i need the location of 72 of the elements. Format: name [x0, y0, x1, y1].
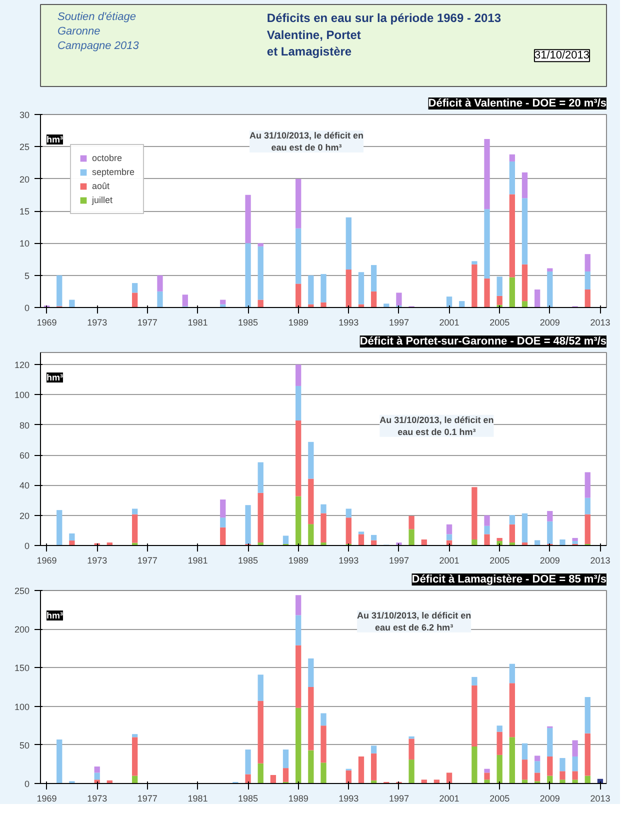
x-tick-label: 1973	[87, 556, 108, 566]
y-tick-label: 40	[19, 480, 30, 491]
annotation: Au 31/10/2013, le déficit en eau est de 0.1 hm³	[380, 414, 494, 437]
legend-label: juillet	[92, 195, 113, 205]
x-tick-label: 1981	[188, 556, 208, 566]
y-tick-label: 150	[14, 663, 30, 674]
y-tick-label: 20	[19, 174, 30, 184]
x-tick-label: 2013	[590, 794, 610, 804]
y-tick-label: 250	[14, 586, 30, 596]
x-tick-label: 1977	[137, 556, 158, 566]
x-tick-label: 1993	[338, 318, 359, 328]
chart-title: Déficit à Valentine - DOE = 20 m³/s	[428, 98, 606, 110]
legend-label: octobre	[92, 153, 122, 163]
y-tick-label: 100	[14, 390, 30, 400]
annotation: Au 31/10/2013, le déficit en eau est de 6.2 hm³	[357, 610, 472, 632]
y-tick-label: 50	[19, 740, 30, 750]
x-tick-label: 2005	[490, 794, 510, 804]
legend-label: septembre	[92, 167, 135, 177]
x-tick-label: 1985	[238, 794, 258, 804]
y-tick-label: 100	[14, 702, 30, 712]
y-tick-label: 60	[19, 450, 30, 461]
text: Soutien d'étiage Garonne Campagne 2013	[57, 11, 140, 52]
x-tick-label: 1977	[137, 318, 158, 328]
x-tick-label: 2009	[540, 318, 560, 328]
x-tick-label: 1997	[388, 318, 409, 328]
legend-label: août	[92, 181, 111, 191]
y-tick-label: 5	[24, 270, 30, 281]
x-tick-label: 2005	[490, 318, 510, 328]
x-tick-label: 2009	[540, 794, 560, 804]
x-tick-label: 1985	[238, 318, 258, 328]
x-tick-label: 1985	[238, 556, 258, 566]
annotation: hm³	[46, 134, 63, 144]
x-tick-label: 1969	[36, 794, 57, 804]
x-tick-label: 1969	[36, 556, 57, 566]
x-tick-label: 1977	[137, 794, 158, 804]
text: 31/10/2013	[534, 50, 590, 62]
x-tick-label: 1997	[388, 556, 409, 566]
x-tick-label: 2013	[590, 556, 610, 566]
annotation: hm³	[46, 372, 63, 382]
x-tick-label: 1989	[288, 794, 308, 804]
x-tick-label: 1981	[188, 794, 208, 804]
x-tick-label: 1973	[87, 794, 108, 804]
x-tick-label: 1981	[188, 318, 208, 328]
y-tick-label: 25	[19, 142, 30, 152]
y-tick-label: 0	[24, 541, 30, 551]
annotation: hm³	[46, 610, 63, 620]
chart-title: Déficit à Lamagistère - DOE = 85 m³/s	[412, 574, 607, 586]
text: Déficits en eau sur la période 1969 - 2013 Valentine, Portet et Lamagistère	[266, 11, 502, 59]
y-tick-label: 20	[19, 510, 30, 521]
y-tick-label: 10	[19, 238, 30, 249]
x-tick-label: 2001	[439, 794, 460, 804]
x-tick-label: 1969	[36, 318, 57, 328]
y-tick-label: 200	[14, 624, 30, 635]
y-tick-label: 120	[14, 360, 30, 370]
x-tick-label: 2013	[590, 318, 610, 328]
x-tick-label: 1989	[288, 318, 308, 328]
y-tick-label: 80	[19, 420, 30, 430]
x-tick-label: 1997	[388, 794, 409, 804]
x-tick-label: 2001	[439, 318, 460, 328]
y-tick-label: 0	[24, 303, 30, 313]
x-tick-label: 1993	[338, 794, 359, 804]
x-tick-label: 1973	[87, 318, 108, 328]
annotation: Au 31/10/2013, le déficit en eau est de 0 hm³	[249, 130, 364, 153]
y-tick-label: 15	[19, 206, 30, 216]
x-tick-label: 2009	[540, 556, 560, 566]
y-tick-label: 30	[19, 110, 30, 120]
chart-title: Déficit à Portet-sur-Garonne - DOE = 48/52 m³/s	[360, 336, 607, 348]
x-tick-label: 1989	[288, 556, 308, 566]
y-tick-label: 0	[24, 779, 30, 789]
x-tick-label: 2005	[490, 556, 510, 566]
x-tick-label: 2001	[439, 556, 460, 566]
x-tick-label: 1993	[338, 556, 359, 566]
